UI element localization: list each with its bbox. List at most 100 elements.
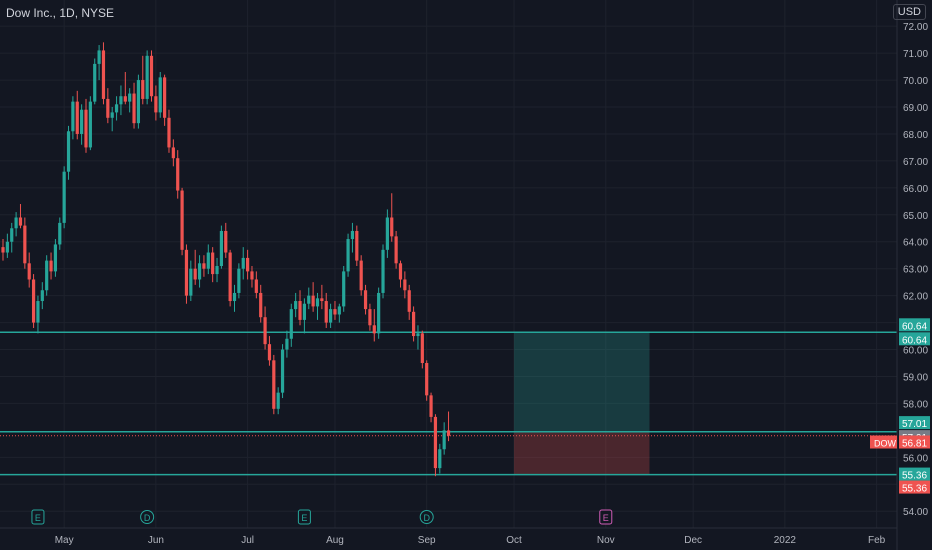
candle-body <box>40 290 44 302</box>
candle-body <box>93 63 97 102</box>
candle-body <box>18 217 23 226</box>
candle-body <box>429 395 433 417</box>
y-tick-label: 69.00 <box>903 103 928 114</box>
y-tick-label: 58.00 <box>903 399 928 410</box>
event-letter: E <box>301 513 307 523</box>
candle-body <box>71 101 75 132</box>
candle-body <box>197 263 202 280</box>
x-tick-label: Dec <box>684 535 702 546</box>
candle-body <box>446 430 451 436</box>
symbol-tag-box <box>870 435 897 449</box>
event-letter: D <box>423 513 430 523</box>
earnings-event-icon <box>31 509 45 525</box>
candle-body <box>228 252 232 302</box>
candle-body <box>193 268 197 280</box>
candle-body <box>411 311 416 337</box>
price-label-text: 60.64 <box>902 335 927 346</box>
price-label-box <box>899 332 930 346</box>
earnings-event-icon <box>599 509 613 525</box>
x-tick-label: Aug <box>326 535 344 546</box>
candle-body <box>246 257 250 272</box>
time-axis[interactable]: May Jun Jul Aug Sep Oct Nov Dec 2022 Feb <box>0 527 897 546</box>
grid-lines <box>0 0 897 528</box>
candle-body <box>1 247 5 253</box>
candle-body <box>149 55 154 97</box>
x-tick-label: May <box>55 535 74 546</box>
candle-body <box>372 325 376 334</box>
candle-body <box>62 171 66 223</box>
candle-body <box>320 298 324 302</box>
price-label-box <box>899 480 930 494</box>
candle-body <box>5 241 9 253</box>
candle-body <box>184 249 189 296</box>
x-tick-label: 2022 <box>774 535 797 546</box>
candle-body <box>363 290 368 310</box>
candle-body <box>163 77 167 118</box>
candle-body <box>132 93 136 124</box>
candle-body <box>416 333 420 337</box>
candle-body <box>377 292 381 334</box>
candle-body <box>333 309 337 315</box>
candle-body <box>45 260 49 291</box>
candle-body <box>23 225 27 264</box>
candle-body <box>241 257 245 269</box>
event-letter: D <box>144 513 151 523</box>
candle-body <box>381 249 385 293</box>
candlestick-series <box>1 42 451 477</box>
price-label-box <box>899 318 930 332</box>
candle-body <box>250 271 254 280</box>
candle-body <box>66 131 71 172</box>
candle-body <box>27 263 31 280</box>
candle-body <box>49 260 53 272</box>
candle-body <box>263 317 267 345</box>
candle-body <box>10 228 14 242</box>
candle-body <box>385 217 389 250</box>
x-tick-label: Nov <box>597 535 615 546</box>
candle-body <box>433 416 438 469</box>
long-position-tool[interactable] <box>514 332 650 475</box>
y-tick-label: 54.00 <box>903 507 928 518</box>
x-tick-label: Jun <box>148 535 164 546</box>
price-label-text: 56.81 <box>902 438 927 449</box>
price-label-box <box>899 467 930 481</box>
candle-body <box>232 292 237 302</box>
candle-body <box>398 263 403 280</box>
currency-button[interactable]: USD <box>892 4 926 20</box>
candle-body <box>123 96 127 102</box>
candle-body <box>280 349 285 393</box>
candle-body <box>237 268 241 293</box>
candle-body <box>84 109 88 148</box>
candle-body <box>114 104 119 113</box>
price-label-text: 55.36 <box>902 484 927 495</box>
symbol-tag-text: DOW <box>874 438 897 448</box>
candle-body <box>97 50 101 64</box>
candle-body <box>298 301 302 320</box>
price-label-box <box>899 435 930 449</box>
candle-body <box>224 230 228 253</box>
y-tick-label: 62.00 <box>903 292 928 303</box>
earnings-event-icon <box>297 509 311 525</box>
candle-body <box>75 101 79 134</box>
candle-body <box>171 147 175 159</box>
y-tick-label: 66.00 <box>903 184 928 195</box>
candle-body <box>259 292 263 318</box>
candle-body <box>88 101 92 148</box>
candle-body <box>206 252 210 269</box>
position-stop-zone <box>514 431 650 475</box>
y-tick-label: 64.00 <box>903 238 928 249</box>
candle-body <box>289 309 293 339</box>
y-tick-label: 72.00 <box>903 22 928 33</box>
dividend-event-icon <box>140 510 155 524</box>
candle-body <box>158 77 162 113</box>
y-tick-label: 70.00 <box>903 76 928 87</box>
candle-body <box>425 363 429 396</box>
candle-body <box>189 268 193 296</box>
dividend-event-icon <box>419 510 434 524</box>
candle-body <box>14 217 18 229</box>
candle-body <box>355 230 359 261</box>
candle-body <box>36 301 40 323</box>
y-tick-label: 60.00 <box>903 346 928 357</box>
candle-body <box>285 338 289 350</box>
